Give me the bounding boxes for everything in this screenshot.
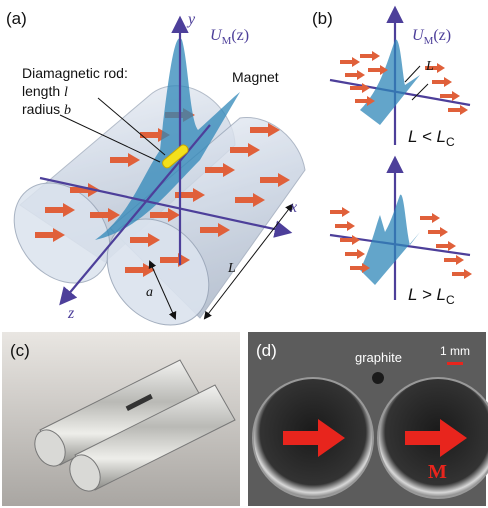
potential-label: UM(z) [210,27,249,47]
axis-label: x [289,199,297,216]
length-label: L [227,261,236,276]
potential-label: UM(z) [412,27,451,47]
panel-a: (a) y x z UM(z) Diamagnetic rod: length … [0,9,305,345]
rod-radius: radius b [22,101,71,118]
scale-label: 1 mm [440,344,470,358]
axis-label: z [67,305,75,322]
potential-curve [360,40,420,125]
rod-length: length l [22,83,68,100]
case-label: L < LC [408,127,455,149]
panel-label: (c) [10,341,30,360]
graphite-flake [372,372,384,384]
panel-label: (b) [312,9,333,28]
figure: (a) y x z UM(z) Diamagnetic rod: length … [0,0,488,508]
scale-bar [447,362,463,365]
panel-d: (d) graphite 1 mm M [248,332,488,506]
panel-b: (b) L UM(z) L < LC L > LC [312,9,472,307]
length-label: L [425,59,434,74]
panel-label: (d) [256,341,277,360]
rod-title: Diamagnetic rod: [22,65,128,81]
leader [405,66,420,82]
panel-c: (c) [2,332,240,506]
magnetization-label: M [428,461,447,483]
axis-label: y [186,11,196,28]
radius-label: a [146,285,153,300]
case-label: L > LC [408,285,455,307]
graphite-label: graphite [355,350,402,365]
magnet-label: Magnet [232,69,279,85]
panel-label: (a) [6,9,27,28]
